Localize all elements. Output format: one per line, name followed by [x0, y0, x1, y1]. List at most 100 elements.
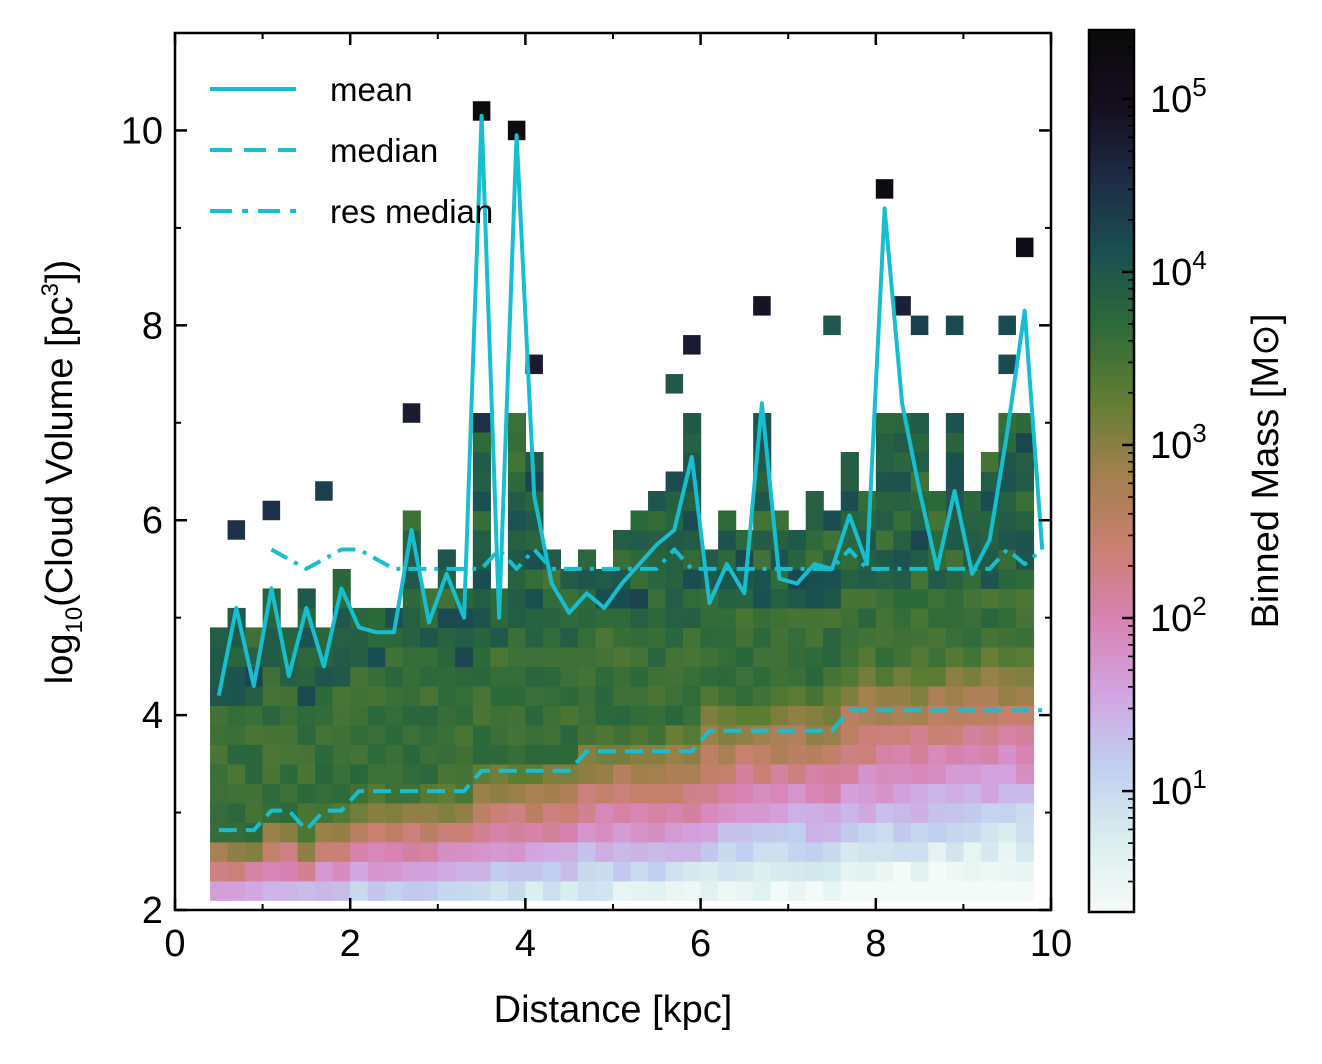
heatmap-cell	[490, 802, 509, 823]
heatmap-cell	[753, 822, 772, 843]
heatmap-cell	[823, 705, 842, 726]
heatmap-cell	[823, 529, 842, 551]
heatmap-cell	[525, 646, 544, 667]
heatmap-cell	[385, 802, 404, 823]
heatmap-cell	[928, 490, 947, 512]
heatmap-cell	[980, 607, 1000, 629]
heatmap-cell	[350, 627, 369, 648]
heatmap-cell	[700, 763, 719, 784]
heatmap-cell	[893, 783, 912, 804]
heatmap-cell	[683, 335, 701, 355]
heatmap-cell	[420, 802, 439, 823]
heatmap-cell	[858, 783, 877, 804]
heatmap-cell	[315, 481, 333, 501]
heatmap-cell	[683, 744, 702, 765]
series-line-mean	[216, 113, 1045, 696]
heatmap-cell	[735, 880, 754, 901]
heatmap-cell	[297, 705, 316, 726]
heatmap-cell	[332, 822, 351, 843]
heatmap-cell	[893, 802, 912, 823]
heatmap-cell	[963, 822, 982, 843]
heatmap-cell	[437, 666, 456, 687]
heatmap-cell	[525, 685, 544, 706]
heatmap-cell	[507, 120, 526, 141]
heatmap-cell	[648, 646, 667, 667]
heatmap-cell	[753, 568, 772, 590]
heatmap-cell	[788, 529, 807, 551]
heatmap-cell	[367, 822, 386, 843]
heatmap-cell	[945, 763, 964, 784]
heatmap-cell	[648, 588, 667, 609]
heatmap-cell	[963, 783, 982, 804]
heatmap-cell	[998, 568, 1017, 590]
heatmap-cell	[630, 529, 649, 551]
heatmap-cell	[613, 705, 632, 726]
heatmap-cell	[455, 666, 474, 687]
y-axis-label: log10(Cloud Volume [pc3])	[37, 260, 88, 685]
heatmap-cell	[350, 744, 369, 765]
heatmap-cell	[875, 588, 894, 609]
heatmap-cell	[700, 607, 719, 629]
heatmap-cell	[210, 841, 229, 862]
heatmap-cell	[945, 744, 964, 765]
heatmap-cell	[630, 744, 649, 765]
heatmap-cell	[910, 666, 929, 687]
heatmap-cell	[542, 880, 562, 901]
heatmap-cell	[245, 724, 264, 745]
heatmap-cell	[507, 802, 526, 823]
heatmap-cell	[472, 666, 491, 687]
heatmap-cell	[788, 549, 807, 570]
heatmap-cell	[630, 763, 649, 784]
heatmap-cell	[367, 705, 386, 726]
heatmap-cell	[963, 588, 982, 609]
heatmap-cell	[1015, 452, 1035, 473]
heatmap-cell	[227, 880, 246, 901]
heatmap-cell	[630, 724, 649, 745]
heatmap-cell	[262, 685, 281, 706]
heatmap-cell	[455, 802, 474, 823]
heatmap-cell	[525, 705, 544, 726]
heatmap-cell	[297, 744, 316, 765]
heatmap-cell	[507, 471, 526, 492]
heatmap-cell	[613, 880, 632, 901]
heatmap-cell	[262, 646, 281, 667]
heatmap-cell	[788, 802, 807, 823]
heatmap-cell	[840, 783, 859, 804]
heatmap-cell	[525, 666, 544, 687]
heatmap-cell	[560, 802, 579, 823]
heatmap-cell	[718, 763, 737, 784]
heatmap-cell	[630, 822, 649, 843]
heatmap-cell	[823, 568, 842, 590]
heatmap-cell	[385, 841, 404, 862]
heatmap-cell	[245, 841, 264, 862]
heatmap-cell	[560, 822, 579, 843]
heatmap-cell	[980, 763, 1000, 784]
heatmap-cell	[630, 705, 649, 726]
heatmap-cell	[402, 822, 421, 843]
heatmap-cell	[472, 841, 491, 862]
heatmap-cell	[945, 783, 964, 804]
heatmap-cell	[980, 841, 1000, 862]
heatmap-cell	[718, 529, 737, 551]
heatmap-cell	[1015, 529, 1035, 551]
heatmap-cell	[630, 783, 649, 804]
heatmap-cell	[945, 529, 964, 551]
heatmap-cell	[805, 529, 824, 551]
heatmap-cell	[420, 705, 439, 726]
heatmap-cell	[437, 685, 456, 706]
heatmap-cell	[262, 841, 281, 862]
heatmap-cell	[245, 705, 264, 726]
heatmap-cell	[472, 763, 491, 784]
heatmap-cell	[893, 529, 912, 551]
heatmap-cell	[665, 822, 684, 843]
heatmap-cell	[613, 549, 632, 570]
heatmap-cell	[753, 588, 772, 609]
heatmap-cell	[735, 763, 754, 784]
heatmap-cell	[648, 783, 667, 804]
heatmap-cell	[577, 705, 597, 726]
heatmap-cell	[980, 685, 1000, 706]
heatmap-cell	[542, 627, 562, 648]
heatmap-cell	[805, 724, 824, 745]
heatmap-cell	[420, 763, 439, 784]
heatmap-cell	[805, 822, 824, 843]
